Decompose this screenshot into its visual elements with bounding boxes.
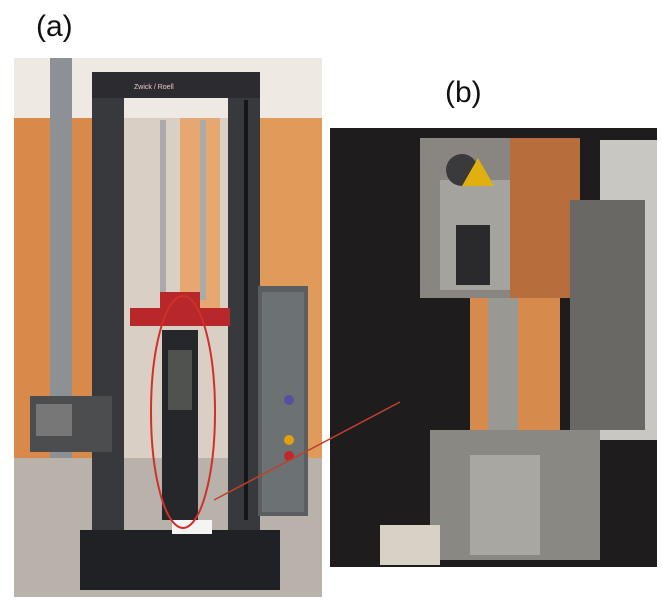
page: (a) (b) Zwick / Roell (0, 0, 662, 601)
figure: (a) (b) Zwick / Roell (0, 0, 662, 601)
label-a: (a) (36, 10, 73, 43)
photo-b (330, 128, 657, 567)
label-b: (b) (445, 76, 482, 109)
machine-brand: Zwick / Roell (134, 84, 174, 91)
